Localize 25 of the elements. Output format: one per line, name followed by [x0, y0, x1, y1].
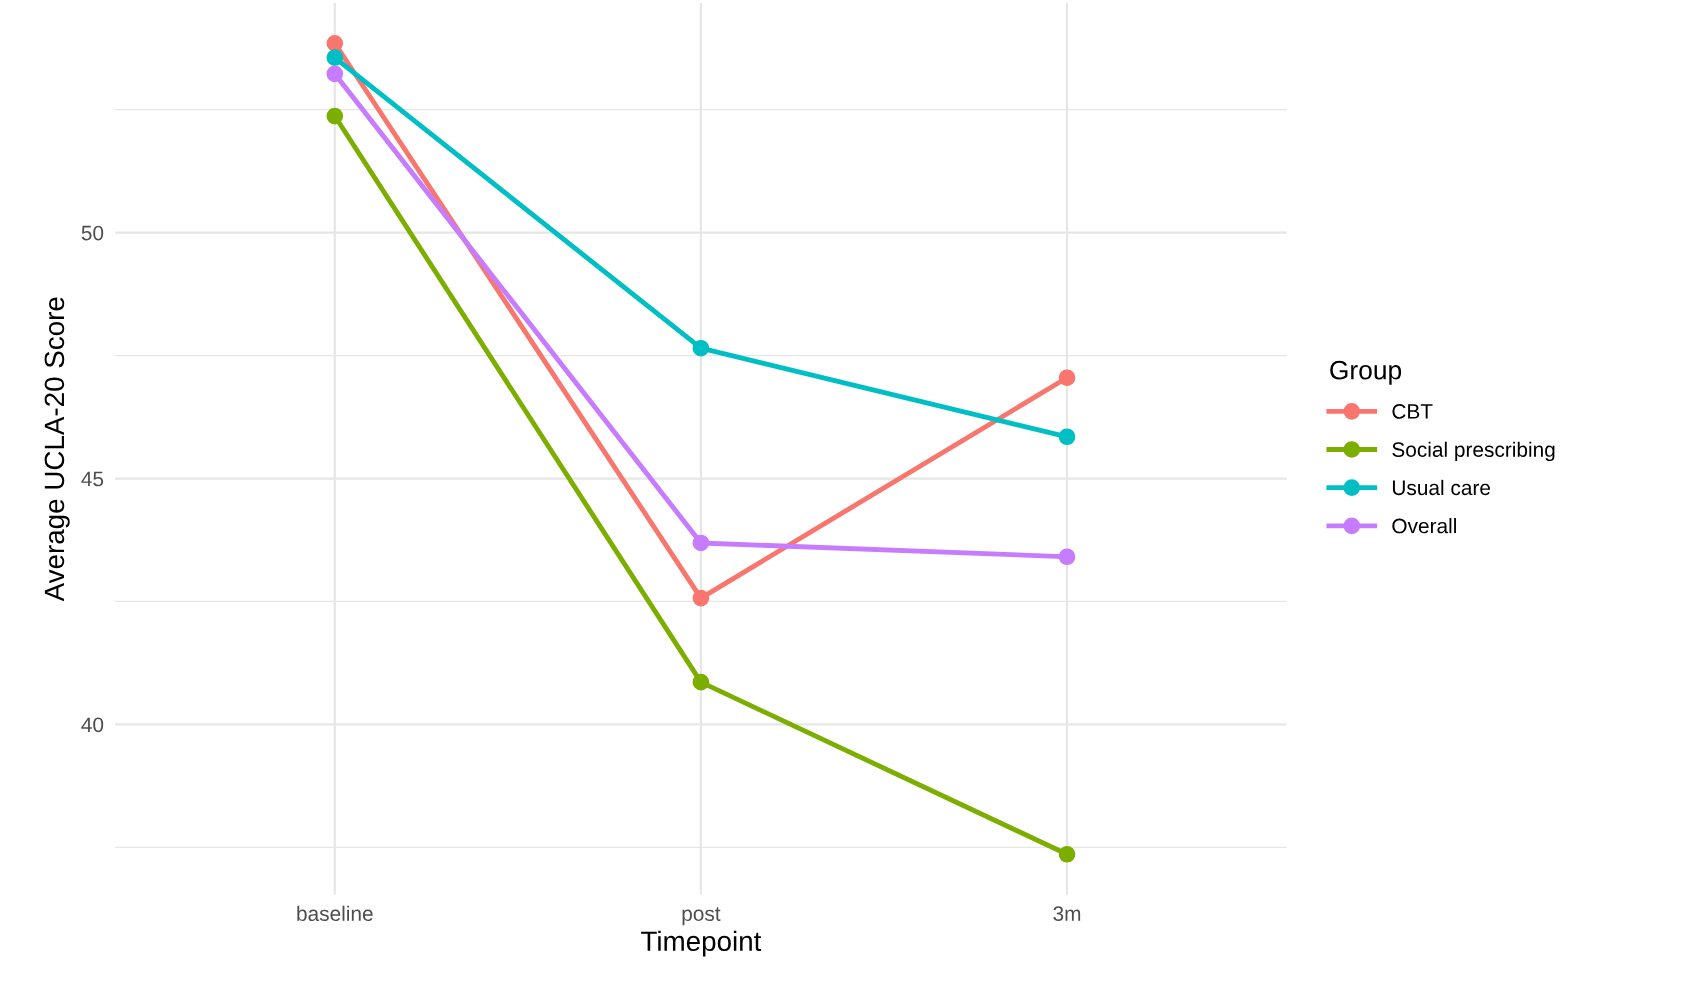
point: [692, 673, 710, 691]
point: [692, 589, 710, 607]
x-tick-label: post: [682, 907, 721, 926]
point: [692, 534, 710, 552]
point: [692, 339, 710, 357]
y-tick-label: 40: [81, 717, 104, 733]
legend-label: Usual care: [1392, 479, 1491, 496]
x-tick-label: baseline: [297, 905, 373, 922]
legend-label: Overall: [1392, 518, 1456, 534]
legend-label: Social prescribing: [1392, 441, 1555, 462]
point: [326, 49, 344, 66]
x-tick-label: 3m: [1053, 906, 1081, 922]
point: [326, 107, 344, 125]
point: [1058, 548, 1076, 566]
point: [326, 34, 344, 52]
y-tick-label: 50: [81, 225, 104, 241]
legend-title: Group: [1330, 360, 1402, 385]
y-tick-label: 45: [81, 471, 104, 487]
legend-label: CBT: [1392, 404, 1433, 419]
x-axis-title: Timepoint: [641, 930, 762, 957]
point: [326, 65, 344, 83]
y-axis-title: Average UCLA-20 Score: [44, 297, 70, 602]
point: [1058, 845, 1076, 863]
point: [1058, 369, 1076, 387]
point: [1058, 428, 1076, 446]
